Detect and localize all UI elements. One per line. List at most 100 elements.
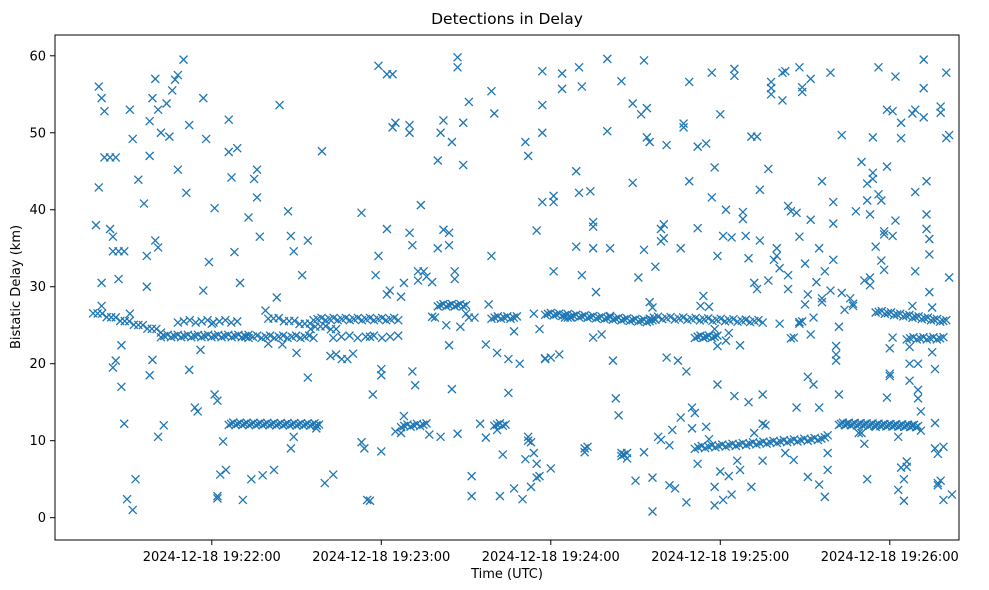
data-point — [447, 137, 457, 147]
data-point — [399, 411, 409, 421]
data-point — [278, 420, 288, 430]
data-point — [453, 62, 463, 72]
data-point — [393, 315, 403, 325]
data-point — [554, 350, 564, 359]
data-point — [777, 68, 787, 78]
data-point — [331, 324, 341, 334]
data-point — [557, 84, 567, 94]
data-point — [766, 89, 776, 99]
data-point — [357, 437, 366, 447]
data-point — [145, 151, 155, 161]
data-point — [896, 118, 906, 128]
data-point — [902, 462, 912, 472]
data-point — [772, 243, 782, 253]
data-point — [710, 332, 720, 342]
data-point — [450, 274, 460, 284]
data-point — [910, 266, 920, 276]
data-point — [823, 465, 833, 475]
data-point — [882, 393, 892, 403]
data-point — [377, 313, 387, 323]
data-point — [374, 251, 383, 261]
data-point — [108, 232, 118, 242]
data-point — [763, 276, 773, 286]
data-point — [489, 109, 499, 118]
data-point — [458, 160, 468, 170]
data-point — [523, 436, 533, 446]
data-point — [809, 380, 818, 389]
data-point — [336, 332, 346, 342]
data-point — [707, 192, 717, 202]
data-point — [142, 251, 152, 261]
data-point — [271, 420, 281, 430]
data-point — [433, 156, 443, 165]
data-point — [535, 324, 544, 334]
data-point — [407, 240, 417, 250]
data-point — [741, 231, 751, 241]
data-point — [758, 456, 768, 466]
data-point — [453, 429, 463, 439]
data-point — [817, 293, 827, 303]
data-point — [752, 284, 762, 294]
data-point — [111, 356, 121, 366]
data-point — [252, 192, 262, 202]
data-point — [758, 390, 768, 399]
data-point — [597, 329, 607, 339]
data-point — [811, 277, 821, 287]
data-point — [286, 231, 296, 241]
data-point — [724, 328, 734, 338]
data-point — [133, 175, 143, 185]
data-point — [557, 311, 567, 321]
data-point — [834, 390, 844, 399]
data-point — [648, 315, 657, 325]
data-point — [704, 302, 714, 312]
data-point — [108, 363, 118, 373]
data-point — [879, 229, 889, 239]
data-point — [105, 224, 115, 234]
data-point — [602, 313, 612, 323]
data-point — [441, 301, 451, 311]
data-point — [924, 249, 934, 259]
data-point — [794, 232, 804, 242]
data-point — [820, 266, 830, 276]
data-point — [193, 406, 203, 416]
data-point — [896, 133, 906, 143]
y-tick-label: 40 — [29, 203, 46, 218]
data-point — [814, 243, 824, 253]
data-point — [116, 340, 126, 350]
y-tick-label: 20 — [29, 357, 46, 372]
data-point — [718, 495, 728, 505]
data-point — [883, 308, 893, 318]
data-point — [283, 206, 293, 216]
data-point — [828, 255, 838, 265]
data-point — [348, 349, 358, 359]
data-point — [204, 257, 214, 267]
data-point — [557, 69, 567, 78]
data-point — [758, 318, 768, 327]
data-point — [885, 343, 895, 353]
y-tick-label: 30 — [29, 280, 46, 295]
data-point — [305, 421, 315, 431]
data-point — [218, 437, 228, 446]
data-point — [803, 472, 813, 482]
data-point — [212, 396, 222, 406]
data-point — [537, 197, 547, 207]
data-point — [684, 77, 694, 87]
data-point — [826, 286, 835, 296]
data-point — [905, 342, 915, 352]
data-point — [648, 303, 657, 312]
data-point — [794, 317, 804, 327]
data-point — [939, 442, 948, 452]
data-point — [920, 313, 930, 323]
data-point — [537, 100, 547, 110]
data-point — [518, 494, 527, 504]
data-point — [116, 382, 126, 392]
y-axis-title: Bistatic Delay (km) — [9, 225, 24, 349]
data-point — [549, 266, 559, 276]
data-point — [535, 471, 544, 481]
data-point — [786, 333, 796, 343]
data-point — [422, 418, 431, 428]
data-point — [286, 443, 296, 453]
data-point — [405, 228, 414, 238]
data-point — [639, 55, 649, 65]
